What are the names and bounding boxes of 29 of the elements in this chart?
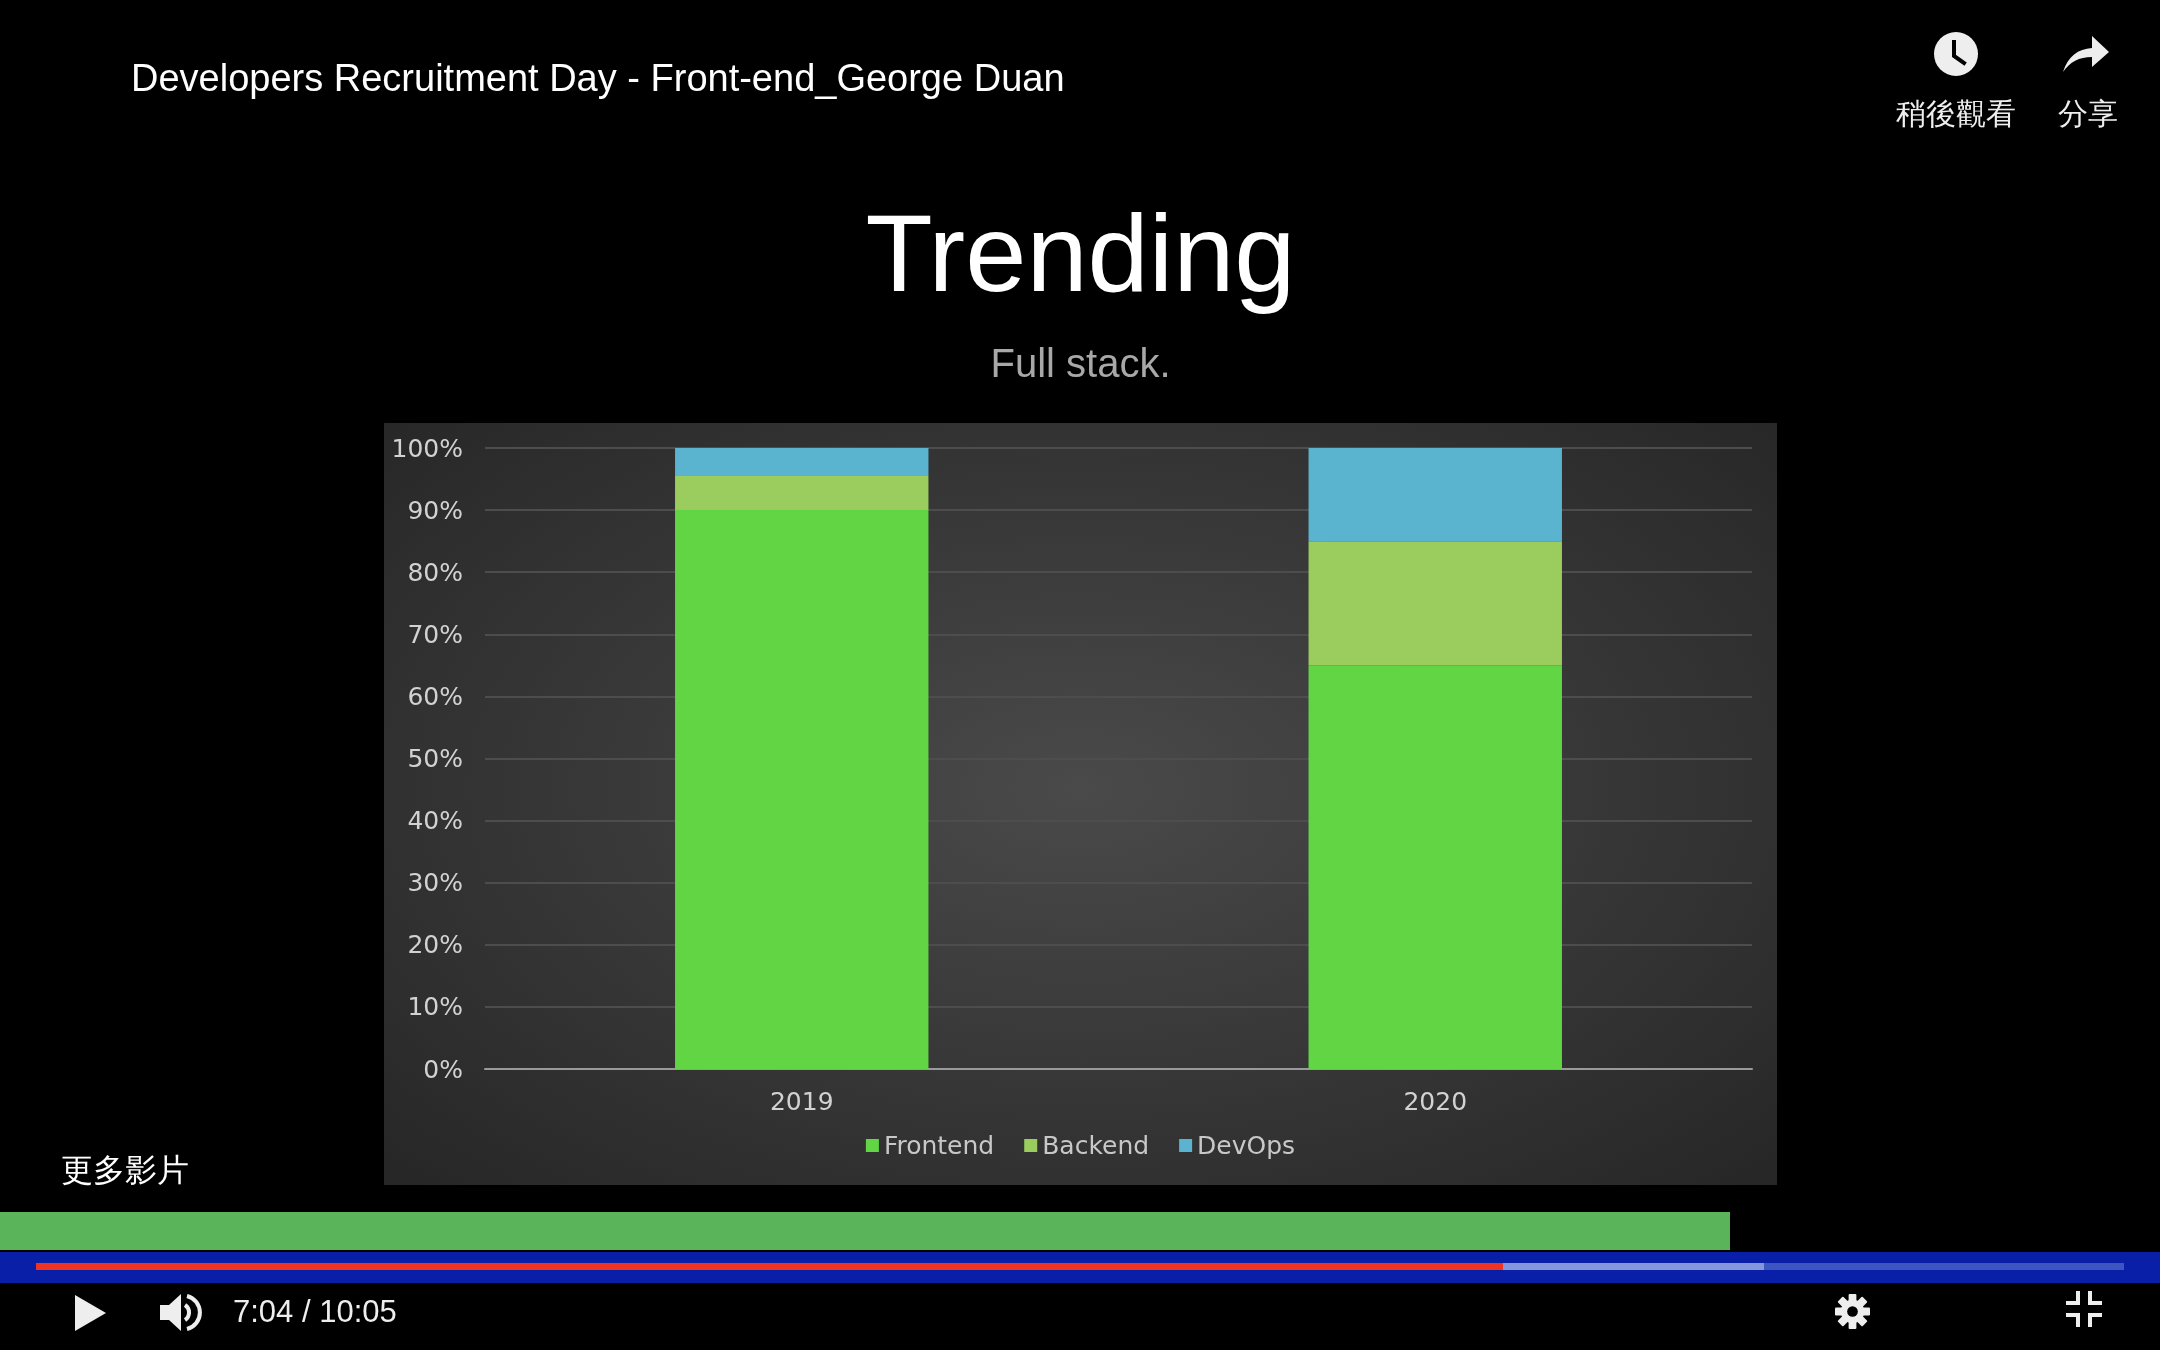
bar xyxy=(675,510,929,1069)
text: 稍後觀看 xyxy=(1896,97,2016,130)
y-tick-label: 70% xyxy=(407,619,463,649)
chart-subtitle: Full stack. xyxy=(990,341,1171,385)
bar xyxy=(1308,665,1562,1069)
y-tick-label: 100% xyxy=(391,433,463,463)
y-tick-label: 40% xyxy=(407,806,463,836)
x-tick-label: 2020 xyxy=(1403,1087,1468,1116)
x-tick-label: 2019 xyxy=(769,1087,834,1116)
legend-label: DevOps xyxy=(1197,1131,1296,1160)
y-tick-label: 50% xyxy=(407,744,463,773)
legend-label: Frontend xyxy=(883,1131,995,1160)
y-tick-label: 0% xyxy=(423,1054,463,1084)
y-tick-label: 60% xyxy=(407,681,463,711)
y-tick-label: 90% xyxy=(407,495,463,525)
chart-title: Trending xyxy=(865,190,1296,314)
bar xyxy=(675,448,929,476)
text: Developers Recruitment Day - Front-end_George Duan xyxy=(131,57,1065,99)
bar xyxy=(1308,541,1562,666)
text: 更多影片 xyxy=(61,1152,189,1188)
y-tick-label: 10% xyxy=(407,992,463,1022)
text: 7:04 / 10:05 xyxy=(233,1293,397,1329)
bar xyxy=(675,475,929,511)
legend-label: Backend xyxy=(1042,1131,1150,1160)
y-tick-label: 30% xyxy=(407,868,463,898)
y-tick-label: 20% xyxy=(407,930,463,960)
text: 分享 xyxy=(2058,97,2118,130)
y-tick-label: 80% xyxy=(407,557,463,587)
bar xyxy=(1308,448,1562,542)
